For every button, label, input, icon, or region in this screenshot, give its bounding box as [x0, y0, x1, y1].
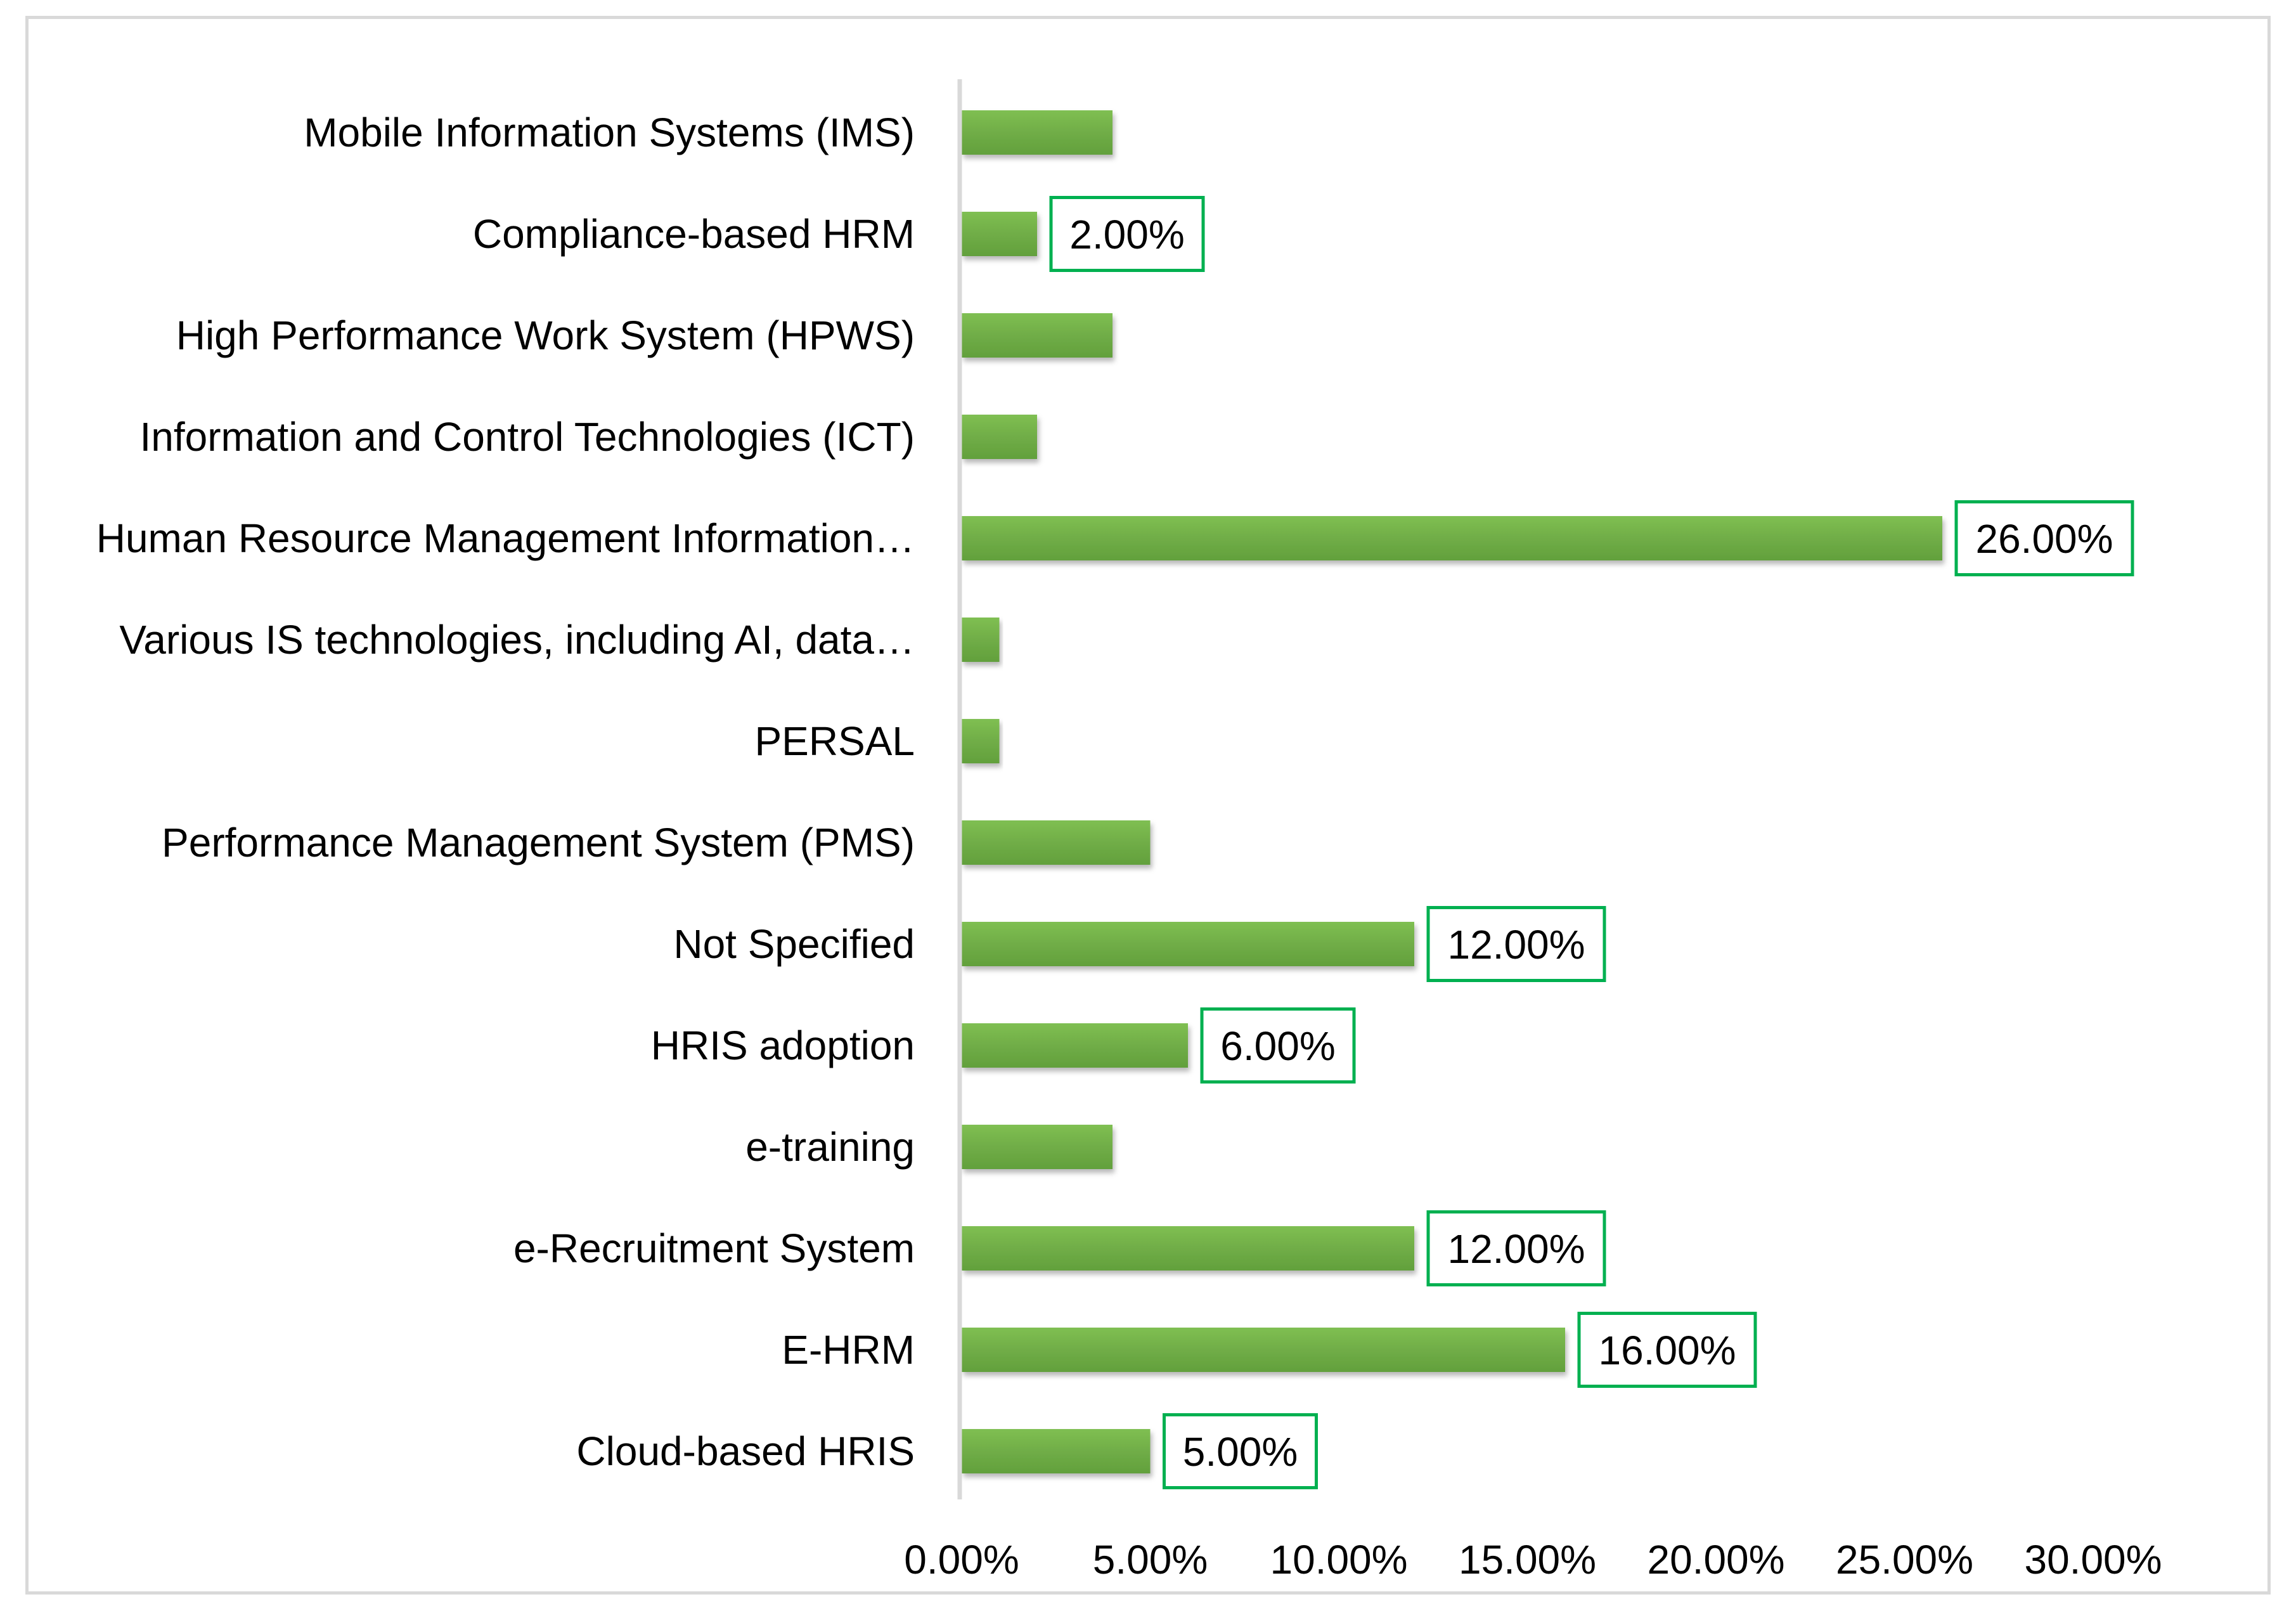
data-label-text: 2.00%: [1069, 212, 1184, 257]
data-label-text: 12.00%: [1447, 1226, 1585, 1272]
category-label: HRIS adoption: [651, 1023, 915, 1068]
category-label: Human Resource Management Information…: [96, 515, 915, 561]
data-label-text: 5.00%: [1183, 1429, 1298, 1475]
bar-human-resource-management-information: [962, 516, 1942, 560]
x-tick-label: 5.00%: [1093, 1537, 1208, 1582]
x-tick-label: 15.00%: [1459, 1537, 1596, 1582]
category-label: High Performance Work System (HPWS): [176, 313, 915, 358]
data-label-box: [1426, 906, 1606, 982]
category-label: Compliance-based HRM: [473, 211, 915, 257]
bar-hris-adoption: [962, 1023, 1188, 1068]
category-label: Mobile Information Systems (IMS): [304, 110, 915, 155]
data-label-box: [1200, 1007, 1356, 1084]
bar-e-hrm: [962, 1328, 1565, 1372]
category-label: Performance Management System (PMS): [162, 820, 915, 865]
bar-various-is-technologies-including-ai-data: [962, 618, 1000, 662]
category-label: PERSAL: [754, 718, 915, 764]
data-label-box: [1426, 1210, 1606, 1286]
x-tick-label: 0.00%: [904, 1537, 1019, 1582]
category-label: e-training: [745, 1124, 915, 1170]
bar-e-recruitment-system: [962, 1226, 1414, 1271]
x-tick-label: 10.00%: [1270, 1537, 1407, 1582]
x-tick-label: 20.00%: [1647, 1537, 1784, 1582]
category-label: Information and Control Technologies (IC…: [139, 414, 915, 460]
data-label-cloud-based-hris: 5.00%: [1163, 1413, 1318, 1489]
data-label-text: 6.00%: [1220, 1023, 1335, 1069]
bar-performance-management-system-pms: [962, 820, 1151, 865]
bar-e-training: [962, 1125, 1113, 1169]
data-label-text: 16.00%: [1598, 1328, 1736, 1373]
category-labels: Mobile Information Systems (IMS) Complian…: [96, 110, 915, 1474]
data-label-e-hrm: 16.00%: [1577, 1312, 1757, 1388]
x-tick-label: 30.00%: [2024, 1537, 2162, 1582]
data-label-box: [1049, 196, 1205, 272]
data-label-not-specified: 12.00%: [1426, 906, 1606, 982]
bar-mobile-information-systems-ims: [962, 110, 1113, 155]
category-label: Cloud-based HRIS: [576, 1428, 915, 1474]
bar-information-and-control-technologies-ict: [962, 415, 1037, 459]
bar-cloud-based-hris: [962, 1429, 1151, 1473]
data-label-text: 12.00%: [1447, 922, 1585, 967]
x-tick-label: 25.00%: [1836, 1537, 1973, 1582]
data-label-box: [1577, 1312, 1757, 1388]
category-label: Not Specified: [673, 921, 915, 967]
data-label-e-recruitment-system: 12.00%: [1426, 1210, 1606, 1286]
bar-compliance-based-hrm: [962, 212, 1037, 256]
bar-high-performance-work-system-hpws: [962, 313, 1113, 358]
category-label: Various IS technologies, including AI, d…: [119, 617, 915, 663]
data-label-human-resource-management-information: 26.00%: [1954, 500, 2134, 576]
x-axis-tick-labels: 0.00% 5.00% 10.00% 15.00% 20.00% 25.00% 30.00%: [904, 1537, 2162, 1582]
data-label-text: 26.00%: [1975, 516, 2113, 562]
data-labels: 2.00% 26.00% 12.00% 6.00% 12.00% 16.00% 5.00%: [1049, 196, 2134, 1489]
bar-not-specified: [962, 922, 1414, 966]
data-label-hris-adoption: 6.00%: [1200, 1007, 1356, 1084]
data-label-box: [1954, 500, 2134, 576]
bar-persal: [962, 719, 1000, 763]
bars-layer: [962, 110, 1942, 1473]
data-label-box: [1163, 1413, 1318, 1489]
category-label: e-Recruitment System: [513, 1226, 915, 1271]
data-label-compliance-based-hrm: 2.00%: [1049, 196, 1205, 272]
category-label: E-HRM: [782, 1327, 915, 1373]
